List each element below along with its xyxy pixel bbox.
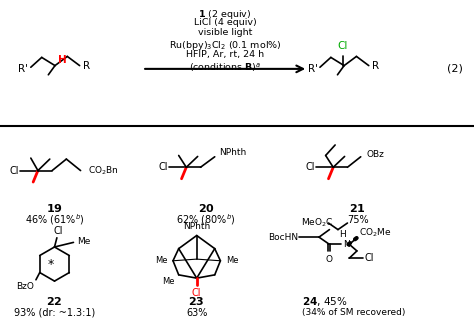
Text: 62% (80%$^b$): 62% (80%$^b$) [176, 212, 236, 227]
Text: MeO$_2$C: MeO$_2$C [301, 217, 334, 229]
Text: BzO: BzO [16, 282, 34, 291]
Text: Cl: Cl [192, 288, 201, 298]
Text: N: N [343, 240, 349, 249]
Text: H: H [58, 55, 67, 65]
Text: R: R [372, 61, 379, 71]
Text: $\mathbf{20}$: $\mathbf{20}$ [198, 202, 215, 214]
Text: visible light: visible light [198, 28, 252, 37]
Text: HFIP, Ar, rt, 24 h: HFIP, Ar, rt, 24 h [186, 50, 264, 59]
Text: 63%: 63% [186, 308, 208, 318]
Text: NPhth: NPhth [219, 148, 246, 157]
Text: CO$_2$Bn: CO$_2$Bn [88, 164, 118, 177]
Text: H: H [339, 230, 346, 239]
Text: NPhth: NPhth [183, 222, 210, 231]
Text: Cl: Cl [54, 226, 63, 236]
Text: *: * [47, 257, 54, 271]
Text: LiCl (4 equiv): LiCl (4 equiv) [194, 18, 256, 27]
Text: $\mathbf{24}$, 45%: $\mathbf{24}$, 45% [302, 295, 347, 308]
Text: 75%: 75% [347, 215, 369, 225]
Text: Cl: Cl [159, 162, 168, 172]
Text: 93% (dr: ~1.3:1): 93% (dr: ~1.3:1) [14, 308, 95, 318]
Text: R: R [83, 61, 90, 71]
Text: (conditions $\mathbf{B}$)$^a$: (conditions $\mathbf{B}$)$^a$ [189, 61, 261, 74]
Text: Ru(bpy)$_3$Cl$_2$ (0.1 mol%): Ru(bpy)$_3$Cl$_2$ (0.1 mol%) [169, 39, 282, 52]
Text: $\mathbf{22}$: $\mathbf{22}$ [46, 295, 63, 307]
Text: Cl: Cl [306, 162, 315, 172]
Text: $\mathbf{21}$: $\mathbf{21}$ [349, 202, 366, 214]
Text: $\mathbf{1}$ (2 equiv): $\mathbf{1}$ (2 equiv) [199, 8, 252, 21]
Text: OBz: OBz [366, 150, 384, 159]
Text: $\mathbf{23}$: $\mathbf{23}$ [189, 295, 205, 307]
Text: (2): (2) [447, 64, 463, 74]
Text: Me: Me [155, 256, 167, 265]
Text: 46% (61%$^b$): 46% (61%$^b$) [25, 212, 84, 227]
Text: Me: Me [163, 277, 175, 286]
Text: CO$_2$Me: CO$_2$Me [359, 227, 392, 239]
Text: $\mathbf{19}$: $\mathbf{19}$ [46, 202, 63, 214]
Text: BocHN: BocHN [268, 233, 299, 242]
Text: R': R' [308, 64, 318, 74]
Text: R': R' [18, 64, 28, 74]
Text: Me: Me [226, 256, 238, 265]
Text: Cl: Cl [337, 41, 348, 51]
Text: (34% of SM recovered): (34% of SM recovered) [302, 308, 405, 317]
Text: O: O [326, 255, 333, 264]
Text: Me: Me [77, 237, 91, 246]
Text: Cl: Cl [9, 166, 19, 175]
Text: Cl: Cl [365, 253, 374, 263]
